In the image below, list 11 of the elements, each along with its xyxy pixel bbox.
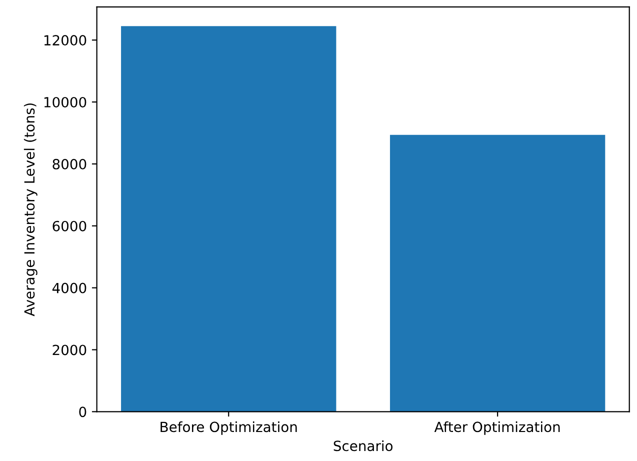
y-tick-label: 0	[79, 406, 86, 418]
x-axis-title: Scenario	[334, 440, 393, 452]
y-tick-label: 4000	[52, 282, 86, 294]
y-tick-label: 8000	[52, 158, 86, 170]
y-tick-label: 12000	[44, 35, 86, 46]
y-tick-label: 2000	[52, 344, 86, 356]
y-tick-label: 6000	[52, 220, 86, 232]
x-tick-label: Before Optimization	[160, 421, 297, 435]
y-axis-title: Average Inventory Level (tons)	[24, 103, 38, 316]
x-tick-label: After Optimization	[434, 421, 560, 435]
y-tick-label: 10000	[44, 96, 86, 108]
